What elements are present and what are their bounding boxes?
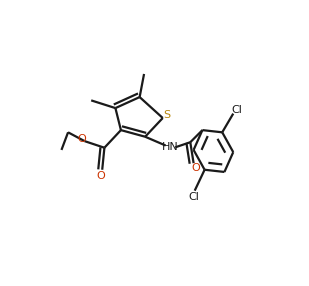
Text: Cl: Cl	[232, 105, 243, 115]
Text: HN: HN	[162, 142, 179, 152]
Text: O: O	[78, 134, 86, 144]
Text: S: S	[163, 110, 170, 120]
Text: O: O	[96, 171, 105, 181]
Text: O: O	[192, 163, 201, 173]
Text: Cl: Cl	[188, 192, 199, 202]
